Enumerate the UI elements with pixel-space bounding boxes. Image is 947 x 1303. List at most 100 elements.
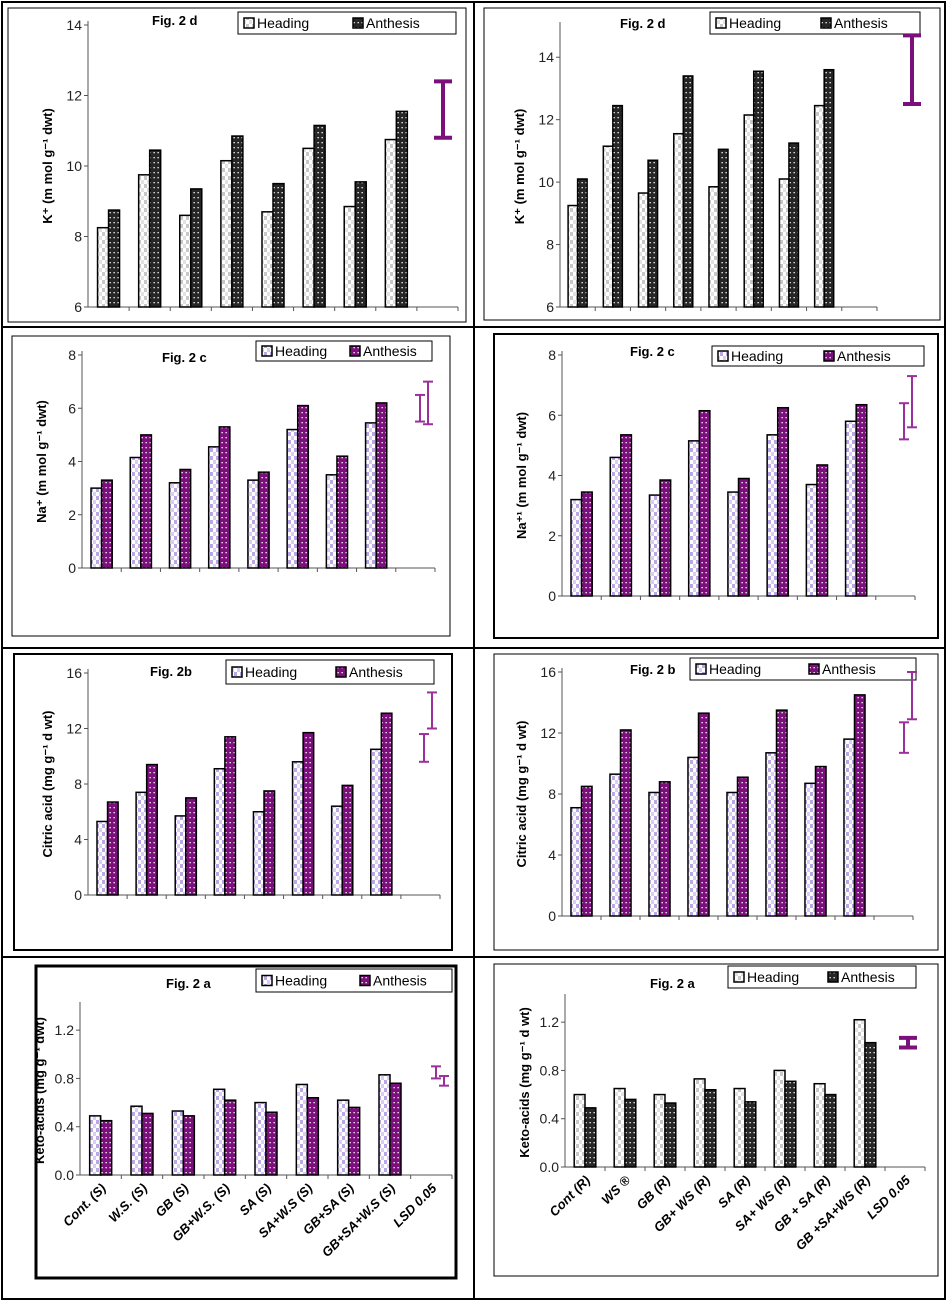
- bar-heading-3: [637, 192, 649, 308]
- bar-heading-2: [602, 145, 614, 308]
- y-tick-label: 0: [74, 887, 82, 903]
- bar-anthesis-3: [664, 1102, 677, 1168]
- legend-swatch-heading: [717, 350, 729, 362]
- chart-panel-1: 6 8 10 12 14 K⁺ (m mol g⁻¹ dwt) Fig. 2 d Headin…: [7, 7, 467, 323]
- bar-anthesis-8: [853, 694, 866, 917]
- legend: Heading Anthesis: [689, 657, 917, 681]
- bar-heading-5: [252, 811, 265, 896]
- y-tick-label: 0: [68, 560, 76, 576]
- lsd-error-bar: [423, 380, 433, 426]
- y-tick-label: 6: [68, 400, 76, 416]
- y-tick-label: 1.2: [540, 1014, 560, 1030]
- bar-anthesis-5: [257, 471, 270, 569]
- bar-anthesis-5: [736, 776, 749, 917]
- legend-swatch-anthesis: [827, 971, 839, 983]
- legend: Heading Anthesis: [225, 659, 435, 685]
- chart-title: Fig. 2 d: [620, 16, 666, 31]
- bar-anthesis-8: [395, 110, 409, 308]
- chart-frame: [493, 653, 939, 951]
- legend-swatch-heading: [733, 971, 745, 983]
- y-tick-label: 4: [548, 468, 556, 484]
- bar-heading-5: [726, 791, 739, 917]
- bar-anthesis-4: [224, 736, 237, 896]
- legend-swatch-anthesis: [823, 350, 835, 362]
- bar-heading-5: [733, 1087, 746, 1168]
- legend-box: [237, 11, 457, 35]
- lsd-error-bar: [439, 1075, 449, 1087]
- bar-anthesis-3: [179, 468, 192, 569]
- y-axis-label: Na⁺¹ (m mol g⁻¹ dwt): [514, 412, 529, 539]
- bar-heading-4: [213, 767, 226, 896]
- bar-anthesis-6: [313, 124, 326, 308]
- bar-heading-8: [378, 1074, 391, 1176]
- bar-anthesis-6: [776, 406, 790, 597]
- legend-box: [225, 659, 435, 685]
- bar-anthesis-5: [272, 182, 285, 308]
- y-tick-label: 0.0: [540, 1159, 560, 1175]
- bar-heading-5: [261, 211, 274, 308]
- bar-anthesis-1: [106, 801, 119, 896]
- bar-heading-6: [291, 761, 304, 896]
- bar-anthesis-3: [190, 188, 203, 308]
- bar-anthesis-7: [824, 1093, 837, 1168]
- legend-box: [709, 11, 921, 35]
- legend-swatch-anthesis: [820, 17, 832, 29]
- bar-anthesis-7: [814, 765, 827, 917]
- y-tick-label: 0: [548, 588, 556, 604]
- lsd-error-bar: [899, 721, 909, 754]
- bar-heading-6: [295, 1083, 309, 1176]
- y-tick-label: 14: [66, 17, 82, 33]
- bar-anthesis-7: [347, 1106, 361, 1176]
- bar-anthesis-7: [354, 181, 367, 308]
- bar-anthesis-2: [619, 729, 632, 917]
- bar-heading-2: [609, 456, 622, 597]
- bar-heading-8: [384, 138, 398, 308]
- bar-anthesis-1: [580, 491, 593, 597]
- bar-anthesis-5: [737, 477, 750, 597]
- legend-swatch-anthesis: [808, 663, 820, 675]
- bar-heading-7: [805, 483, 818, 597]
- bar-anthesis-1: [107, 209, 121, 308]
- chart-title: Fig. 2 a: [166, 976, 212, 991]
- chart-panel-2: 6 8 10 12 14 K⁺ (m mol g⁻¹ dwt) Fig. 2 d Headin…: [483, 7, 941, 321]
- y-tick-label: 0.4: [540, 1111, 560, 1127]
- lsd-error-bar: [431, 1065, 441, 1080]
- y-tick-label: 16: [66, 665, 82, 681]
- y-tick-label: 0.8: [540, 1062, 560, 1078]
- bar-heading-1: [88, 1115, 102, 1176]
- y-axis-label: Citric acid (mg g⁻¹ d wt): [40, 711, 55, 858]
- legend: Heading Anthesis: [709, 11, 921, 35]
- y-tick-label: 8: [546, 237, 554, 253]
- legend-label-anthesis: Anthesis: [822, 661, 876, 677]
- bar-anthesis-2: [141, 1112, 154, 1176]
- bar-anthesis-6: [296, 404, 310, 569]
- chart-title: Fig. 2 a: [650, 976, 696, 991]
- y-tick-label: 16: [540, 664, 556, 680]
- lsd-error-bar: [903, 33, 921, 107]
- bar-anthesis-6: [775, 709, 788, 917]
- bar-heading-1: [567, 204, 579, 308]
- bar-heading-1: [96, 820, 109, 896]
- bar-anthesis-5: [717, 148, 729, 308]
- bar-heading-3: [179, 214, 192, 308]
- bar-heading-4: [687, 440, 701, 597]
- chart-title: Fig. 2 c: [630, 344, 675, 359]
- bar-heading-6: [302, 147, 315, 308]
- bar-anthesis-4: [704, 1088, 717, 1168]
- y-tick-label: 4: [74, 832, 82, 848]
- legend-swatch-anthesis: [349, 345, 361, 357]
- chart-panel-7: 0.0 0.4 0.8 1.2 Keto-acids (mg g⁻¹ dwt) Fig. …: [32, 964, 458, 1280]
- bar-anthesis-4: [698, 409, 711, 597]
- bar-heading-5: [708, 186, 720, 308]
- bar-anthesis-7: [788, 142, 800, 308]
- legend: Heading Anthesis: [727, 965, 917, 989]
- bar-anthesis-8: [389, 1082, 402, 1176]
- bar-heading-2: [613, 1087, 626, 1168]
- legend-swatch-heading: [261, 974, 273, 987]
- bar-heading-5: [254, 1101, 267, 1176]
- bar-anthesis-4: [231, 135, 244, 308]
- y-axis-label: K⁺ (m mol g⁻¹ dwt): [512, 109, 527, 225]
- bar-anthesis-1: [100, 479, 113, 569]
- legend: Heading Anthesis: [255, 340, 433, 362]
